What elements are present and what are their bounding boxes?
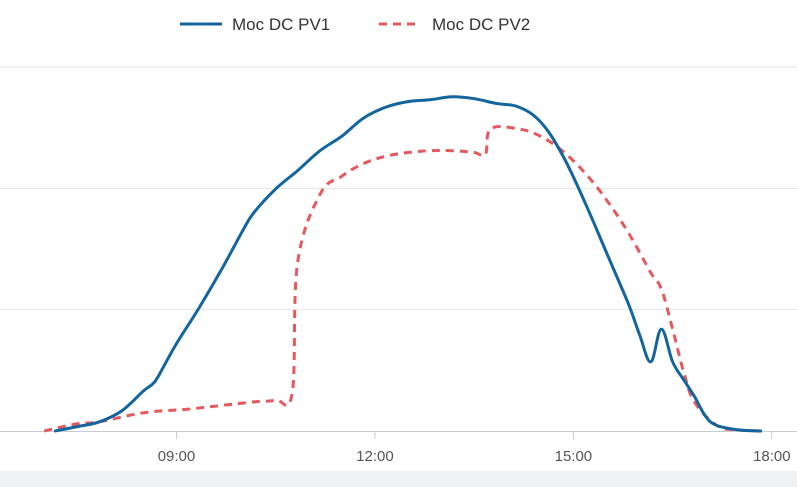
grid [0, 66, 797, 311]
series-line-pv2[interactable] [43, 125, 767, 433]
x-tick-label-1: 09:00 [158, 448, 196, 465]
x-tick-label-2: 12:00 [356, 448, 394, 465]
legend-item-pv2[interactable]: Moc DC PV2 [379, 15, 530, 34]
legend-label-pv2: Moc DC PV2 [432, 15, 530, 34]
legend-label-pv1: Moc DC PV1 [232, 15, 330, 34]
line-chart: Moc DC PV1 Moc DC PV2 06:0009:0012:0015:… [0, 15, 797, 465]
range-selector-bar[interactable] [0, 471, 797, 487]
x-tick-label-4: 18:00 [753, 448, 791, 465]
x-tick-label-3: 15:00 [555, 448, 593, 465]
series-layer [43, 95, 767, 433]
legend: Moc DC PV1 Moc DC PV2 [180, 15, 530, 34]
legend-item-pv1[interactable]: Moc DC PV1 [180, 15, 330, 34]
series-line-pv1[interactable] [53, 95, 763, 433]
